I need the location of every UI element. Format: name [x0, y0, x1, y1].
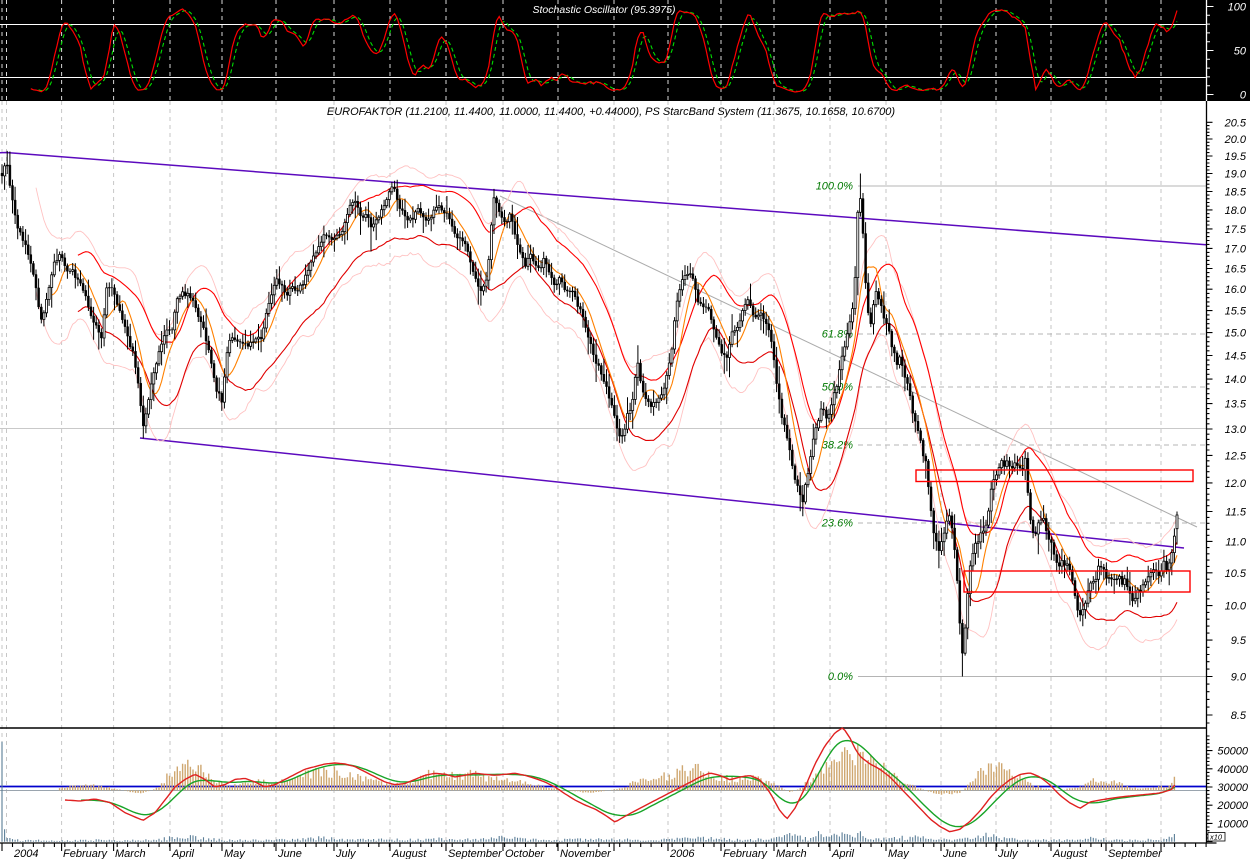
- svg-text:10.5: 10.5: [1225, 568, 1247, 580]
- svg-text:10.0: 10.0: [1225, 601, 1247, 613]
- svg-text:9.5: 9.5: [1231, 635, 1247, 647]
- svg-text:August: August: [391, 848, 427, 859]
- svg-text:0: 0: [1240, 90, 1247, 102]
- svg-text:100: 100: [1228, 2, 1247, 14]
- svg-text:20.0: 20.0: [1224, 134, 1247, 146]
- svg-text:2006: 2006: [669, 848, 695, 859]
- svg-text:14.0: 14.0: [1225, 374, 1247, 386]
- svg-text:May: May: [888, 848, 910, 859]
- svg-text:February: February: [63, 848, 109, 859]
- svg-text:11.0: 11.0: [1225, 536, 1246, 548]
- svg-text:38.2%: 38.2%: [822, 440, 853, 452]
- svg-text:50000: 50000: [1217, 746, 1248, 758]
- svg-text:12.0: 12.0: [1225, 478, 1247, 490]
- svg-text:8.5: 8.5: [1231, 710, 1247, 722]
- svg-text:July: July: [335, 848, 357, 859]
- svg-text:18.5: 18.5: [1225, 187, 1247, 199]
- svg-text:20000: 20000: [1216, 800, 1248, 812]
- svg-text:50: 50: [1234, 46, 1247, 58]
- svg-text:EUROFAKTOR (11.2100, 11.4400,: EUROFAKTOR (11.2100, 11.4400, 11.0000, 1…: [327, 106, 896, 118]
- svg-text:June: June: [277, 848, 302, 859]
- svg-text:15.5: 15.5: [1225, 306, 1247, 318]
- svg-text:15.0: 15.0: [1225, 328, 1247, 340]
- svg-text:March: March: [115, 848, 146, 859]
- svg-text:September: September: [448, 848, 503, 859]
- svg-text:16.0: 16.0: [1225, 284, 1247, 296]
- svg-text:61.8%: 61.8%: [822, 329, 853, 341]
- svg-text:16.5: 16.5: [1225, 264, 1247, 276]
- svg-text:23.6%: 23.6%: [821, 518, 853, 530]
- svg-text:11.5: 11.5: [1225, 507, 1246, 519]
- svg-text:17.5: 17.5: [1225, 224, 1247, 236]
- svg-text:0.0%: 0.0%: [828, 671, 853, 683]
- svg-text:18.0: 18.0: [1225, 205, 1247, 217]
- svg-text:30000: 30000: [1217, 782, 1248, 794]
- svg-text:12.5: 12.5: [1225, 450, 1247, 462]
- svg-text:March: March: [776, 848, 807, 859]
- svg-text:October: October: [505, 848, 545, 859]
- svg-text:40000: 40000: [1217, 764, 1248, 776]
- svg-text:19.0: 19.0: [1225, 169, 1247, 181]
- svg-text:9.0: 9.0: [1231, 672, 1247, 684]
- svg-text:x10: x10: [1209, 833, 1223, 842]
- svg-text:2004: 2004: [13, 848, 38, 859]
- svg-text:February: February: [723, 848, 769, 859]
- svg-text:13.5: 13.5: [1225, 399, 1247, 411]
- svg-text:19.5: 19.5: [1225, 151, 1247, 163]
- svg-text:April: April: [831, 848, 855, 859]
- svg-text:June: June: [942, 848, 967, 859]
- svg-text:July: July: [997, 848, 1019, 859]
- svg-text:April: April: [171, 848, 195, 859]
- svg-text:10000: 10000: [1217, 818, 1248, 830]
- svg-text:14.5: 14.5: [1225, 351, 1247, 363]
- svg-text:November: November: [560, 848, 612, 859]
- svg-text:13.0: 13.0: [1225, 424, 1247, 436]
- svg-text:17.0: 17.0: [1225, 243, 1247, 255]
- svg-text:Stochastic Oscillator (95.3975: Stochastic Oscillator (95.3975): [533, 4, 676, 16]
- svg-text:May: May: [224, 848, 246, 859]
- svg-text:September: September: [1108, 848, 1163, 859]
- svg-text:20.5: 20.5: [1224, 117, 1247, 129]
- svg-text:100.0%: 100.0%: [816, 181, 854, 193]
- svg-text:August: August: [1052, 848, 1088, 859]
